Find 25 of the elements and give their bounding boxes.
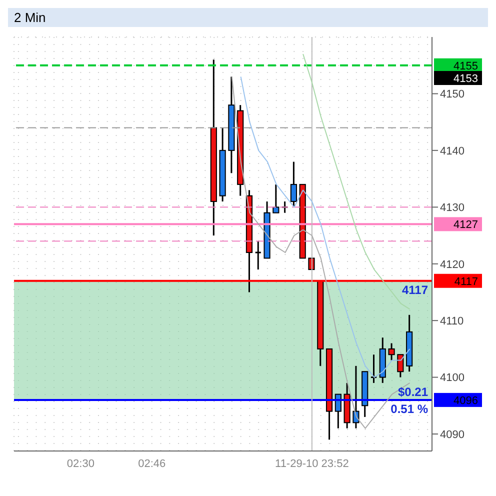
text: 4153 <box>454 73 478 85</box>
ref-line-label: 4096 <box>454 394 478 407</box>
x-tick-label: 02:30 <box>66 458 94 470</box>
candlestick <box>352 365 360 430</box>
annotation: 0.51 % <box>390 402 428 416</box>
annotation: 4117 <box>402 282 428 297</box>
candlestick <box>272 184 280 214</box>
y-tick-label: 4110 <box>440 315 464 328</box>
y-tick-label: 4150 <box>440 88 464 101</box>
y-tick-label: 4100 <box>440 372 464 384</box>
y-tick-label: 4130 <box>440 202 464 214</box>
x-tick-label: 02:46 <box>138 458 166 470</box>
candlestick <box>290 161 297 208</box>
candlestick <box>388 342 395 362</box>
x-tick-label: 11-29-10 23:52 <box>275 458 349 470</box>
y-tick-label: 4120 <box>440 258 464 271</box>
candlestick <box>397 354 404 378</box>
y-tick-label: 4090 <box>440 428 464 441</box>
ref-line-label: 4117 <box>454 276 478 288</box>
y-tick-label: 4140 <box>440 145 464 158</box>
chart-title: 2 Min <box>8 8 488 27</box>
ref-line-label: 4155 <box>454 60 478 72</box>
candlestick <box>254 240 262 270</box>
ref-line-label: 4127 <box>454 219 478 232</box>
annotation: $0.21 <box>398 384 428 399</box>
